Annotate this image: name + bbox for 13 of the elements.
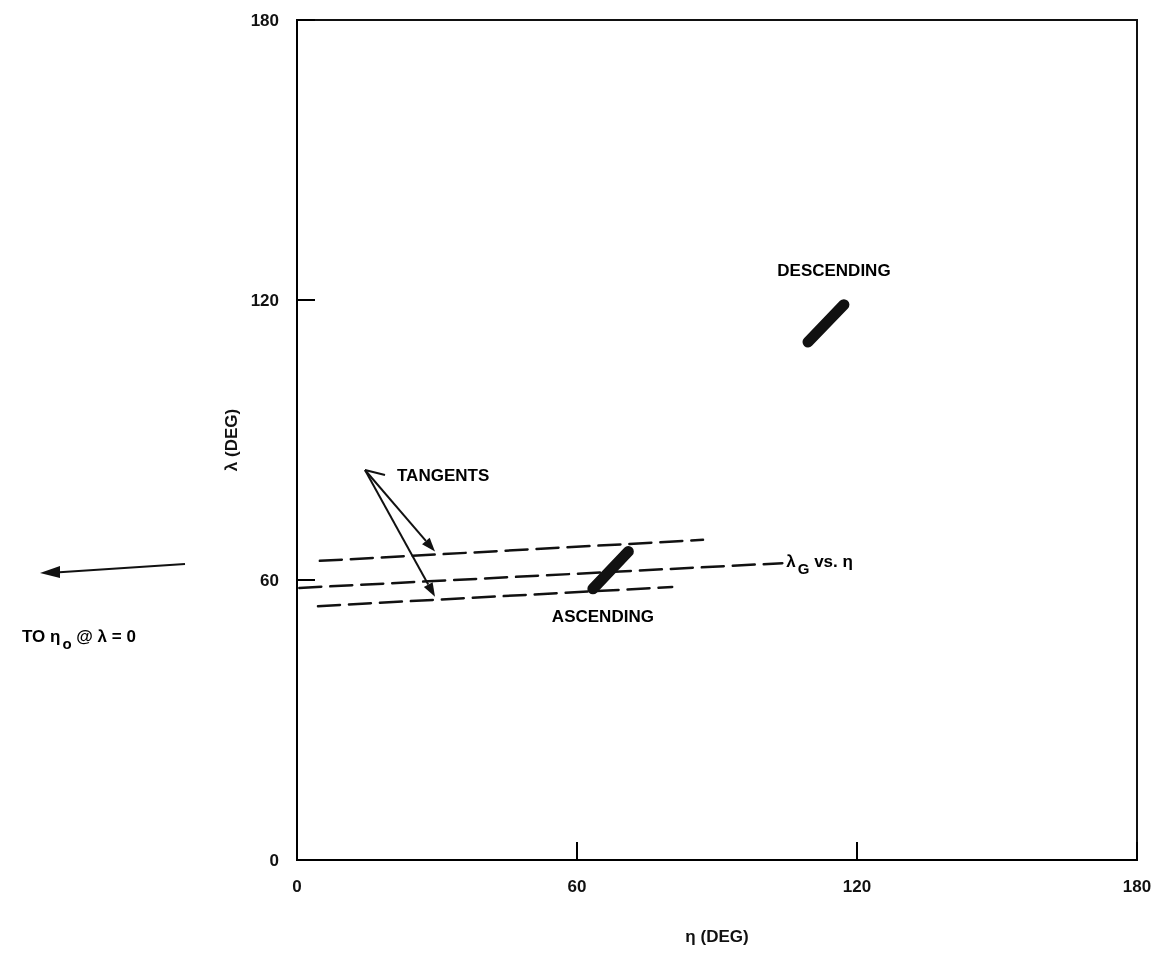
- y-tick-label: 60: [260, 570, 279, 590]
- y-tick-label: 180: [250, 10, 279, 30]
- y-tick-label: 0: [269, 850, 279, 870]
- y-axis-title: λ (DEG): [221, 408, 241, 472]
- annotation: TANGENTS: [397, 465, 490, 485]
- y-tick-label: 120: [250, 290, 279, 310]
- text: DESCENDING: [777, 261, 891, 281]
- x-tick-label: 0: [292, 877, 302, 896]
- x-tick-label: 180: [1122, 877, 1152, 896]
- series-label: ASCENDING: [551, 607, 654, 627]
- x-tick-label: 120: [842, 877, 872, 896]
- x-axis-title: η (DEG): [685, 927, 749, 946]
- x-tick-label: 60: [567, 877, 587, 896]
